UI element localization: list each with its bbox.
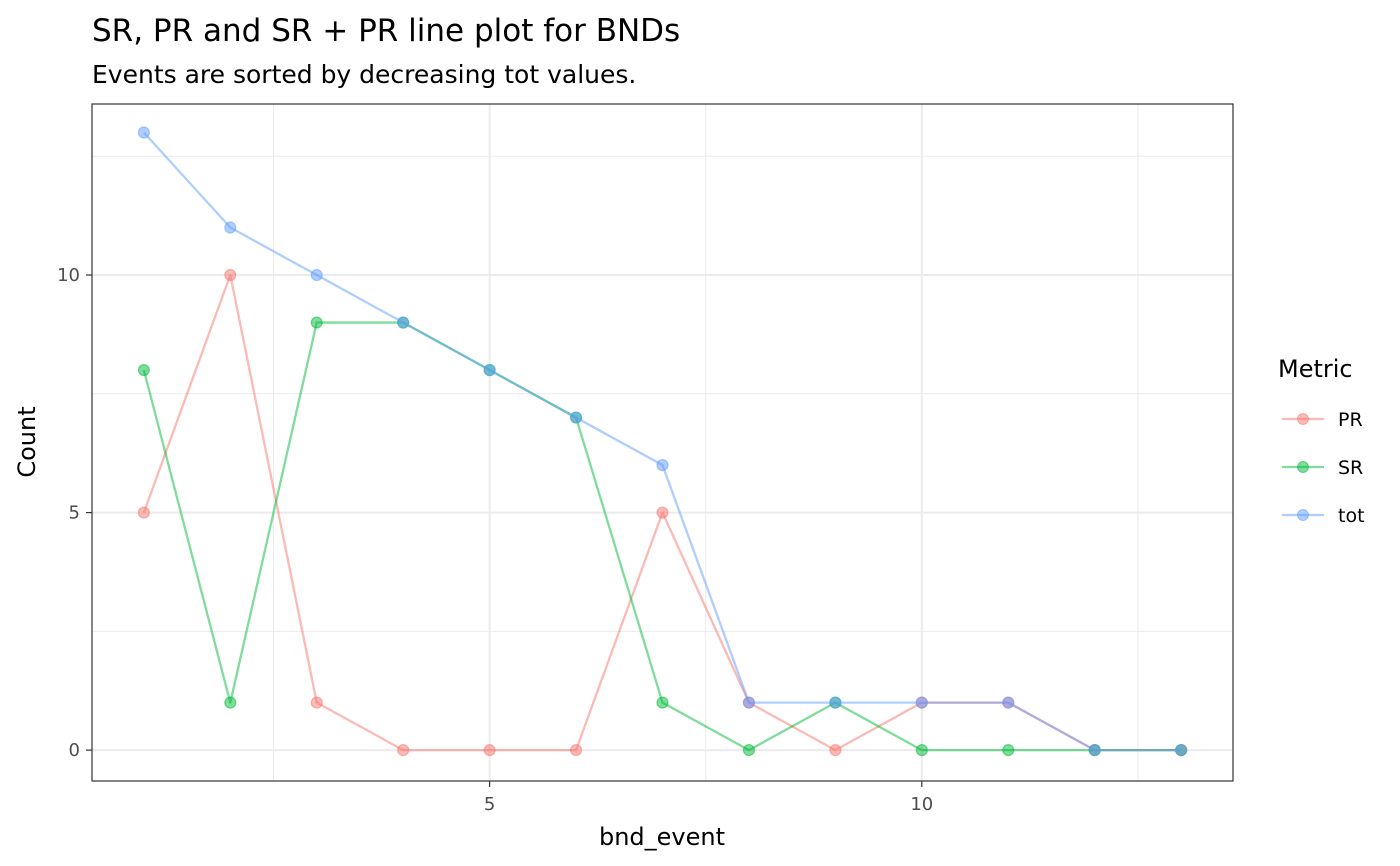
axis-ticks: 0 5 10 5 10 — [57, 265, 933, 815]
x-tick-label: 10 — [910, 794, 933, 815]
data-point-tot — [310, 268, 323, 282]
x-tick-label: 5 — [484, 794, 495, 815]
legend-key-point — [1297, 413, 1309, 425]
series-layer — [137, 126, 1188, 757]
data-point-pr — [397, 744, 410, 757]
data-point-pr — [483, 744, 496, 757]
data-point-tot — [656, 458, 669, 472]
y-tick-label: 5 — [69, 503, 80, 524]
legend-key-point — [1297, 461, 1309, 473]
grid — [92, 104, 1233, 781]
legend-label: PR — [1338, 409, 1363, 431]
data-point-tot — [742, 696, 756, 709]
chart-subtitle: Events are sorted by decreasing tot valu… — [92, 60, 636, 89]
data-point-sr — [224, 696, 237, 709]
data-point-tot — [483, 363, 496, 377]
series-line-sr — [142, 321, 1182, 752]
series-line-tot — [143, 131, 1182, 752]
data-point-sr — [742, 744, 756, 757]
data-point-pr — [137, 506, 150, 519]
data-point-tot — [397, 316, 410, 329]
data-point-sr — [915, 744, 928, 757]
legend-title: Metric — [1278, 355, 1353, 383]
data-point-tot — [137, 126, 150, 139]
data-point-tot — [1088, 744, 1101, 757]
data-point-tot — [1175, 744, 1188, 757]
data-point-pr — [224, 268, 237, 282]
legend-label: SR — [1338, 457, 1363, 479]
data-point-sr — [656, 696, 669, 709]
y-tick-label: 10 — [57, 265, 80, 286]
y-tick-label: 0 — [69, 740, 80, 761]
legend-item-tot: tot — [1282, 505, 1365, 527]
series-tot — [137, 126, 1188, 757]
data-point-tot — [1002, 696, 1015, 709]
data-point-tot — [569, 411, 583, 424]
data-point-pr — [310, 696, 323, 709]
legend: Metric PR SR tot — [1278, 355, 1365, 527]
data-point-pr — [656, 506, 669, 519]
legend-item-sr: SR — [1282, 457, 1363, 479]
plot-panel-border — [91, 103, 1234, 782]
data-point-tot — [915, 696, 928, 709]
data-point-pr — [569, 744, 583, 757]
data-point-tot — [829, 696, 842, 709]
x-axis-title: bnd_event — [599, 823, 725, 851]
legend-label: tot — [1338, 505, 1365, 527]
series-sr — [137, 316, 1188, 757]
data-point-tot — [224, 221, 237, 234]
legend-item-pr: PR — [1282, 409, 1363, 431]
y-axis-title: Count — [13, 406, 41, 477]
data-point-sr — [310, 316, 323, 329]
data-point-pr — [829, 744, 842, 757]
chart-title: SR, PR and SR + PR line plot for BNDs — [92, 13, 680, 49]
legend-key-point — [1297, 509, 1309, 521]
data-point-sr — [137, 363, 150, 377]
data-point-sr — [1002, 744, 1015, 757]
